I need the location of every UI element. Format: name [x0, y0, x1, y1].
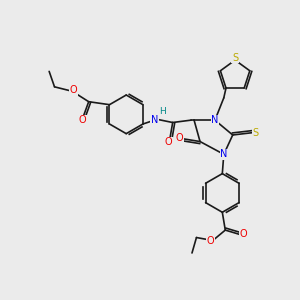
Text: N: N	[220, 149, 227, 159]
Text: N: N	[151, 115, 158, 124]
Text: O: O	[69, 85, 77, 95]
Text: O: O	[79, 116, 87, 125]
Text: O: O	[239, 229, 247, 239]
Text: O: O	[176, 133, 183, 143]
Text: N: N	[211, 115, 219, 125]
Text: S: S	[253, 128, 259, 138]
Text: S: S	[232, 53, 238, 63]
Text: H: H	[159, 107, 166, 116]
Text: O: O	[164, 137, 172, 147]
Text: O: O	[207, 236, 214, 245]
